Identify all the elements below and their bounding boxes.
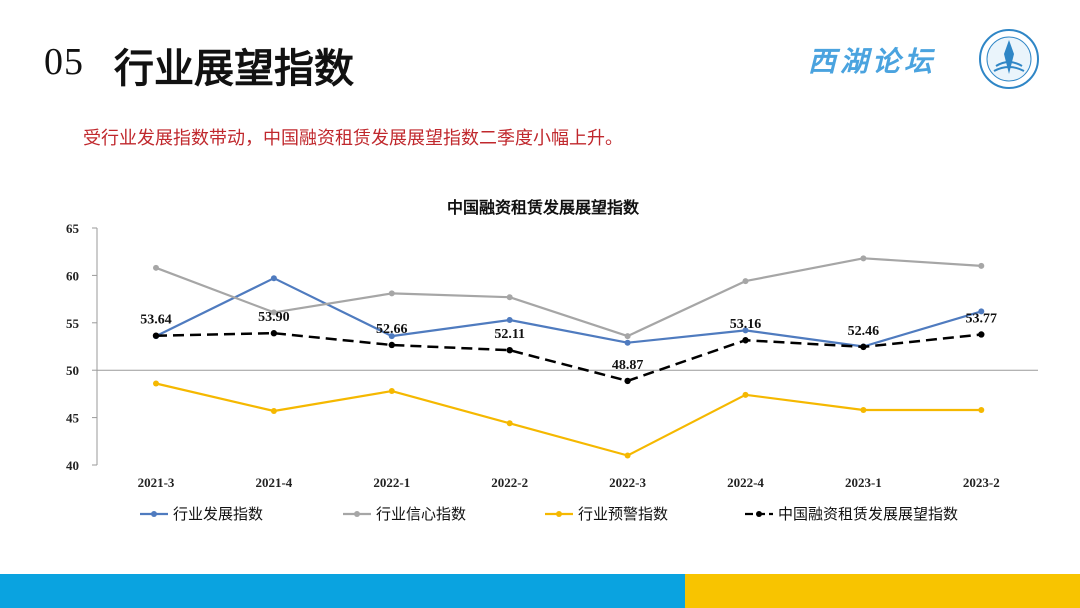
y-tick-label: 65	[66, 221, 80, 236]
data-label: 53.77	[966, 311, 998, 326]
data-point	[860, 407, 867, 414]
data-point	[153, 264, 159, 271]
series-line	[155, 331, 982, 383]
y-tick-label: 40	[66, 458, 79, 473]
legend-label: 中国融资租赁发展展望指数	[778, 505, 958, 523]
data-point	[624, 339, 631, 346]
y-tick-label: 50	[66, 363, 79, 378]
y-tick-label: 60	[66, 268, 79, 283]
x-tick-label: 2022-2	[491, 475, 528, 490]
series-line	[155, 257, 982, 338]
data-point	[506, 346, 513, 354]
brand-text: 西湖论坛	[808, 45, 937, 78]
section-number: 05	[44, 41, 84, 83]
legend-marker	[354, 511, 360, 517]
data-point	[388, 341, 395, 349]
x-tick-label: 2023-1	[845, 475, 882, 490]
data-point	[624, 452, 631, 459]
footer-bar-yellow	[685, 574, 1080, 608]
y-tick-label: 45	[66, 411, 80, 426]
legend-marker	[756, 511, 762, 517]
data-point	[624, 377, 631, 385]
data-point	[742, 327, 749, 334]
data-point	[978, 331, 985, 338]
subtitle: 受行业发展指数带动，中国融资租赁发展展望指数二季度小幅上升。	[83, 128, 623, 149]
data-label: 52.46	[848, 324, 880, 339]
legend-label: 行业发展指数	[173, 505, 263, 523]
data-point	[153, 380, 159, 387]
x-tick-label: 2022-4	[727, 475, 764, 490]
legend-marker	[556, 511, 562, 517]
data-point	[742, 337, 749, 344]
legend-label: 行业预警指数	[578, 505, 668, 523]
data-label: 52.66	[376, 322, 408, 337]
y-tick-label: 55	[66, 316, 80, 331]
data-point	[742, 391, 749, 398]
legend-label: 行业信心指数	[376, 505, 466, 523]
data-point	[978, 407, 985, 414]
x-tick-label: 2023-2	[963, 475, 1000, 490]
x-tick-label: 2021-4	[255, 475, 292, 490]
x-tick-label: 2022-1	[373, 475, 410, 490]
data-label: 53.64	[140, 313, 172, 328]
data-point	[270, 309, 277, 316]
data-point	[978, 262, 985, 269]
data-point	[978, 308, 985, 315]
data-point	[860, 343, 867, 351]
data-label: 53.16	[730, 317, 762, 332]
data-point	[270, 275, 277, 282]
data-point	[860, 255, 867, 262]
data-point	[388, 333, 395, 340]
data-point	[742, 278, 749, 285]
legend-marker	[151, 511, 157, 517]
x-tick-label: 2022-3	[609, 475, 646, 490]
data-point	[506, 316, 513, 323]
data-point	[152, 332, 160, 339]
data-point	[388, 388, 395, 395]
forum-logo-icon	[979, 29, 1039, 89]
series-line	[155, 382, 982, 457]
data-point	[624, 333, 631, 340]
page-title: 行业展望指数	[114, 46, 354, 92]
data-point	[388, 290, 395, 297]
data-point	[270, 330, 278, 337]
data-point	[270, 407, 277, 414]
series-line	[155, 277, 982, 348]
chart-title: 中国融资租赁发展展望指数	[447, 198, 640, 217]
data-label: 53.90	[258, 310, 290, 325]
data-point	[506, 420, 513, 427]
data-label: 52.11	[494, 327, 525, 342]
x-tick-label: 2021-3	[138, 475, 175, 490]
data-label: 48.87	[612, 358, 644, 373]
footer-bar-blue	[0, 574, 685, 608]
data-point	[506, 294, 513, 301]
